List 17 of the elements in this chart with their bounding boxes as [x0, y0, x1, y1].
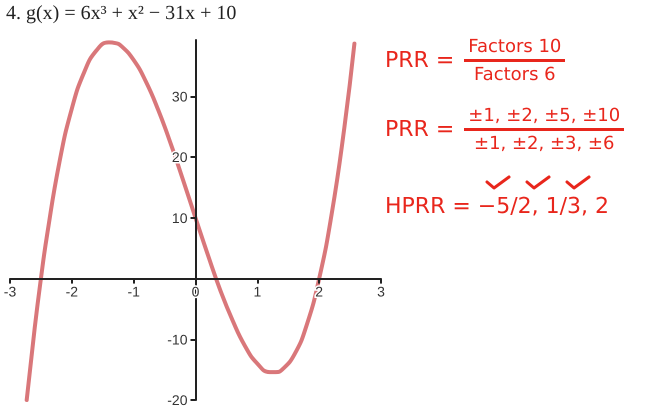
text: HPRR = −5/2, 1/3, 2 — [385, 194, 610, 219]
y-tick-label: 30 — [172, 88, 188, 104]
text: PRR = — [385, 48, 454, 73]
text: ±1, ±2, ±5, ±10 — [464, 105, 624, 131]
x-tick-label: -2 — [66, 284, 78, 300]
x-tick-label: -3 — [4, 284, 16, 300]
x-tick-label: 1 — [253, 284, 262, 300]
text: Factors 6 — [474, 63, 556, 85]
chart-title: 4. g(x) = 6x³ + x² − 31x + 10 — [6, 2, 236, 25]
text: Factors 10 — [464, 36, 566, 62]
y-tick-label: -20 — [167, 392, 188, 408]
y-tick-label: -10 — [167, 331, 188, 348]
text: ±1, ±2, ±3, ±6 — [474, 132, 614, 154]
y-tick-label: 10 — [172, 210, 188, 226]
x-tick-label: 3 — [377, 284, 386, 300]
x-tick-label: -1 — [127, 284, 140, 300]
text: PRR = — [385, 117, 454, 142]
